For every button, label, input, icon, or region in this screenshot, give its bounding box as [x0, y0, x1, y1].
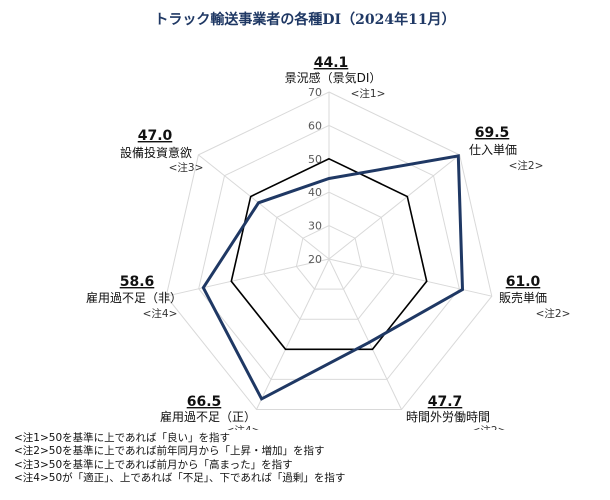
axis-name-label-1: 仕入単価 [469, 143, 517, 157]
reference-line-50 [230, 157, 428, 351]
tick-label-60: 60 [308, 119, 322, 132]
series-line [201, 154, 465, 401]
tick-label-70: 70 [308, 86, 322, 99]
axis-name-label-4: 雇用過不足（正） [160, 409, 256, 424]
spoke-1 [328, 154, 460, 260]
footnote-4: <注4>50が「適正」、上であれば「不足」、下であれば「過剰」を指す [14, 472, 346, 485]
axis-value-label-3: 47.7 [428, 394, 463, 410]
axis-name-label-3: 時間外労働時間 [406, 410, 490, 424]
axis-value-label-0: 44.1 [314, 55, 349, 71]
spoke-3 [328, 258, 402, 410]
axis-note-label-6: <注3> [169, 161, 204, 174]
tick-label-30: 30 [308, 220, 322, 233]
axis-value-label-4: 66.5 [187, 394, 222, 410]
axis-value-label-5: 58.6 [120, 274, 155, 290]
axis-name-label-5: 雇用過不足（非） [86, 290, 182, 305]
spoke-4 [256, 258, 330, 410]
axis-note-label-5: <注4> [143, 307, 178, 320]
grid-ring-30 [295, 225, 363, 290]
spoke-2 [328, 258, 492, 297]
spoke-5 [166, 258, 330, 297]
footnote-2: <注2>50を基準に上であれば前年同月から「上昇・増加」を指す [14, 445, 325, 458]
axis-note-label-3: <注2> [472, 424, 507, 430]
footnotes: <注1>50を基準に上であれば「良い」を指す <注2>50を基準に上であれば前年… [14, 432, 345, 486]
spoke-6 [198, 154, 330, 260]
axis-note-label-2: <注2> [536, 307, 571, 320]
tick-label-20: 20 [308, 253, 322, 266]
grid-ring-70 [165, 91, 493, 410]
axis-note-label-1: <注2> [509, 159, 544, 172]
chart-title: トラック輸送事業者の各種DI（2024年11月） [154, 12, 456, 28]
footnote-1: <注1>50を基準に上であれば「良い」を指す [14, 432, 231, 444]
axis-value-label-2: 61.0 [506, 274, 541, 290]
axis-name-label-0: 景況感（景気DI） [285, 70, 382, 85]
footnote-3: <注3>50を基準に上であれば前月から「高まった」を指す [14, 458, 293, 471]
axis-name-label-6: 設備投資意欲 [120, 145, 192, 160]
axis-value-label-1: 69.5 [475, 125, 510, 141]
tick-label-40: 40 [308, 186, 322, 199]
axis-name-label-2: 販売単価 [499, 290, 547, 305]
grid-ring-60 [198, 124, 460, 380]
axis-value-label-6: 47.0 [138, 128, 173, 144]
grid-ring-40 [263, 191, 395, 320]
tick-label-50: 50 [308, 153, 322, 166]
axis-note-label-4: <注4> [226, 424, 261, 430]
axis-note-label-0: <注1> [351, 87, 386, 100]
